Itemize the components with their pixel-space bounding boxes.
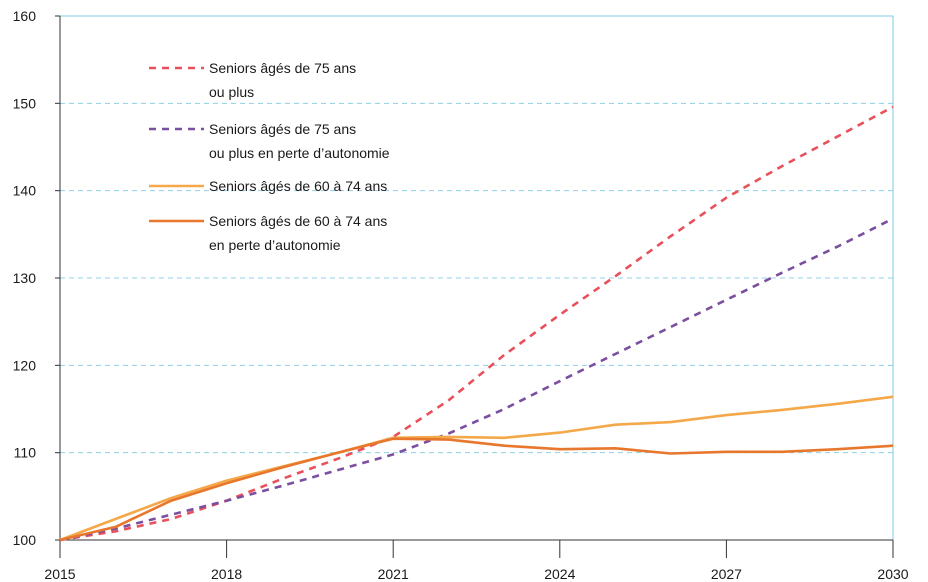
y-tick-label-110: 110 bbox=[14, 445, 37, 461]
series-line-2 bbox=[59, 217, 894, 542]
y-tick-label-160: 160 bbox=[13, 8, 37, 24]
grid-lines bbox=[60, 102, 893, 454]
legend-label-4-line-1: Seniors âgés de 60 à 74 ans bbox=[209, 213, 387, 229]
legend-label-3-line-1: Seniors âgés de 60 à 74 ans bbox=[209, 178, 387, 194]
legend-label-4-line-2: en perte d’autonomie bbox=[209, 237, 341, 253]
legend-label-1-line-1: Seniors âgés de 75 ans bbox=[209, 60, 356, 76]
legend-label-2-line-2: ou plus en perte d’autonomie bbox=[209, 145, 390, 161]
x-tick-label-2018: 2018 bbox=[211, 566, 242, 582]
x-tick-label-2027: 2027 bbox=[711, 566, 742, 582]
y-tick-label-100: 100 bbox=[13, 532, 37, 548]
series-line-3 bbox=[59, 395, 894, 542]
y-tick-label-150: 150 bbox=[13, 95, 37, 111]
x-tick-label-2015: 2015 bbox=[44, 566, 75, 582]
legend: Seniors âgés de 75 ans ou plus Seniors âgé… bbox=[149, 60, 390, 253]
series-line-4 bbox=[59, 437, 894, 542]
y-tick-label-130: 130 bbox=[13, 270, 37, 286]
x-tick-label-2030: 2030 bbox=[877, 566, 908, 582]
legend-label-2-line-1: Seniors âgés de 75 ans bbox=[209, 121, 356, 137]
x-tick-label-2021: 2021 bbox=[378, 566, 409, 582]
series-group bbox=[59, 105, 894, 542]
y-tick-label-120: 120 bbox=[13, 357, 37, 373]
y-tick-label-140: 140 bbox=[13, 183, 37, 199]
x-tick-label-2024: 2024 bbox=[544, 566, 575, 582]
series-line-1 bbox=[59, 105, 894, 542]
legend-label-1-line-2: ou plus bbox=[209, 84, 254, 100]
axes: 100 110 120 130 140 150 160 2015 2018 2021 2024 202… bbox=[13, 8, 909, 582]
